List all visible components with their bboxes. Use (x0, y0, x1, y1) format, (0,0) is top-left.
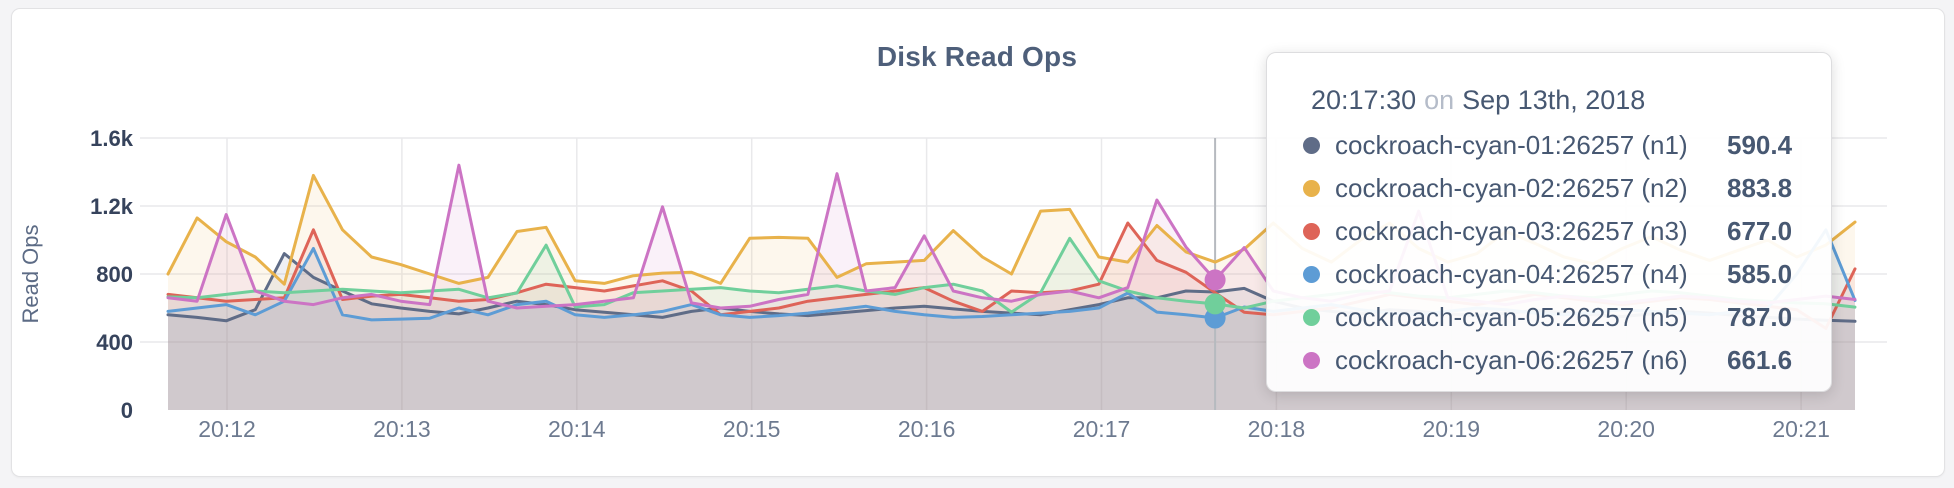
tooltip-series-value: 883.8 (1727, 173, 1793, 203)
tooltip-date: Sep 13th, 2018 (1462, 85, 1646, 115)
tooltip-series-value: 677.0 (1727, 216, 1793, 246)
tooltip-row: cockroach-cyan-03:26257 (n3) 677.0 (1303, 210, 1831, 253)
tooltip-series-value: 590.4 (1727, 130, 1793, 160)
series-color-dot-icon (1303, 266, 1320, 283)
series-color-dot-icon (1303, 137, 1320, 154)
tooltip-series-value: 585.0 (1727, 259, 1793, 289)
tooltip-series-name: cockroach-cyan-04:26257 (n4) (1335, 259, 1688, 289)
tooltip-header: 20:17:30 on Sep 13th, 2018 (1311, 85, 1831, 116)
tooltip-series-name: cockroach-cyan-05:26257 (n5) (1335, 302, 1688, 332)
series-color-dot-icon (1303, 223, 1320, 240)
series-color-dot-icon (1303, 309, 1320, 326)
tooltip-series-name: cockroach-cyan-01:26257 (n1) (1335, 130, 1688, 160)
tooltip-row: cockroach-cyan-05:26257 (n5) 787.0 (1303, 296, 1831, 339)
tooltip-series-name: cockroach-cyan-03:26257 (n3) (1335, 216, 1688, 246)
hover-tooltip: 20:17:30 on Sep 13th, 2018 cockroach-cya… (1266, 52, 1832, 392)
tooltip-rows: cockroach-cyan-01:26257 (n1) 590.4 cockroa… (1303, 124, 1831, 382)
tooltip-series-value: 787.0 (1727, 302, 1793, 332)
tooltip-series-value: 661.6 (1727, 345, 1793, 375)
series-color-dot-icon (1303, 352, 1320, 369)
tooltip-row: cockroach-cyan-04:26257 (n4) 585.0 (1303, 253, 1831, 296)
tooltip-row: cockroach-cyan-02:26257 (n2) 883.8 (1303, 167, 1831, 210)
tooltip-time: 20:17:30 (1311, 85, 1417, 115)
tooltip-on-word: on (1424, 85, 1455, 115)
tooltip-row: cockroach-cyan-01:26257 (n1) 590.4 (1303, 124, 1831, 167)
chart-title: Disk Read Ops (876, 41, 1078, 72)
tooltip-row: cockroach-cyan-06:26257 (n6) 661.6 (1303, 339, 1831, 382)
tooltip-series-name: cockroach-cyan-06:26257 (n6) (1335, 345, 1688, 375)
tooltip-series-name: cockroach-cyan-02:26257 (n2) (1335, 173, 1688, 203)
series-color-dot-icon (1303, 180, 1320, 197)
